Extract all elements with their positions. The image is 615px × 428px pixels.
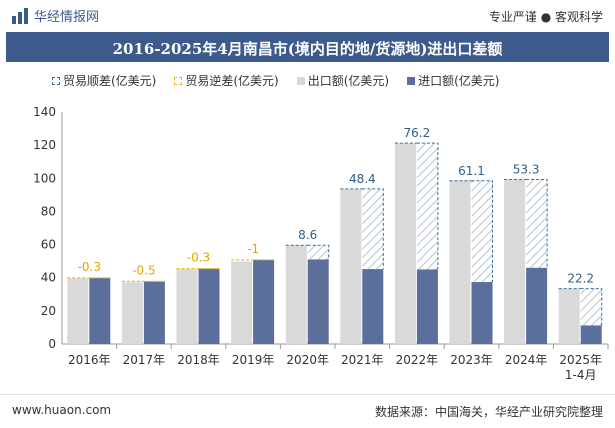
surplus-hatch-bar: [416, 143, 438, 270]
bar-chart-logo-icon: [12, 7, 28, 24]
chart-title: 2016-2025年4月南昌市(境内目的地/货源地)进出口差额: [112, 40, 503, 58]
data-label: 8.6: [298, 228, 317, 242]
export-bar: [449, 180, 471, 344]
import-bar: [307, 259, 329, 344]
slogan: 专业严谨 ● 客观科学: [488, 10, 603, 24]
import-bar: [198, 268, 220, 344]
export-bar: [394, 143, 416, 344]
y-tick-label: 60: [41, 238, 56, 252]
legend-label-surplus: 贸易顺差(亿美元): [63, 74, 157, 88]
title-bar: 2016-2025年4月南昌市(境内目的地/货源地)进出口差额: [6, 32, 609, 62]
import-bar: [89, 277, 111, 344]
surplus-dashed-outline: [526, 178, 548, 268]
import-bar: [362, 269, 384, 344]
export-bar: [558, 288, 580, 344]
x-tick-label: 2025年 1-4月: [559, 353, 602, 382]
x-tick-label-line: 2024年: [505, 353, 548, 367]
export-bar: [121, 282, 143, 344]
import-swatch: [407, 76, 416, 85]
surplus-dashed-outline: [471, 180, 493, 283]
x-tick-label: 2023年: [450, 353, 493, 367]
y-tick-label: 140: [33, 105, 56, 119]
x-tick-label: 2024年: [505, 353, 548, 367]
x-tick-label: 2016年: [68, 353, 111, 367]
top-bar: 华经情报网 专业严谨 ● 客观科学: [0, 0, 615, 30]
y-tick-label: 80: [41, 204, 56, 218]
x-tick-label: 2017年: [123, 353, 166, 367]
brand: 华经情报网: [12, 6, 99, 25]
surplus-hatch-bar: [580, 288, 602, 326]
site-url: www.huaon.com: [12, 403, 112, 417]
data-label: -0.3: [187, 251, 210, 265]
surplus-hatch-bar: [362, 188, 384, 270]
data-label: 76.2: [404, 126, 431, 140]
data-label: -0.3: [78, 260, 101, 274]
legend-item-surplus: 贸易顺差(亿美元): [52, 72, 156, 89]
x-tick-label-line: 2022年: [396, 353, 439, 367]
y-tick-label: 100: [33, 171, 56, 185]
x-tick-label-line: 2019年: [232, 353, 275, 367]
data-label: -1: [247, 242, 259, 256]
data-label: 48.4: [349, 172, 376, 186]
import-bar: [526, 267, 548, 344]
surplus-dashed-outline: [307, 244, 330, 260]
y-tick-label: 120: [33, 138, 56, 152]
x-tick-label: 2019年: [232, 353, 275, 367]
export-bar: [504, 179, 526, 344]
export-bar: [176, 269, 198, 344]
y-tick-label: 40: [41, 271, 56, 285]
x-tick-label-line: 2021年: [341, 353, 384, 367]
legend-item-export: 出口额(亿美元): [296, 72, 390, 89]
export-bar: [231, 261, 253, 344]
x-tick-label-line: 2023年: [450, 353, 493, 367]
y-tick-label: 0: [48, 337, 56, 351]
x-tick-label-line: 2025年: [559, 353, 602, 367]
x-tick-label: 2021年: [341, 353, 384, 367]
surplus-dashed-outline: [362, 188, 384, 270]
data-label: -0.5: [132, 263, 155, 277]
export-bar: [340, 188, 362, 344]
x-tick-label-line: 2020年: [286, 353, 329, 367]
surplus-hatch-bar: [471, 180, 493, 283]
deficit-swatch: [174, 76, 183, 85]
surplus-hatch-bar: [526, 179, 548, 268]
export-bar: [285, 245, 307, 344]
data-label: 53.3: [513, 162, 540, 176]
import-bar: [253, 259, 275, 344]
legend-label-import: 进口额(亿美元): [418, 74, 500, 88]
x-tick-label: 2018年: [177, 353, 220, 367]
x-tick-label: 2020年: [286, 353, 329, 367]
x-tick-label-line: 1-4月: [565, 368, 597, 382]
import-bar: [471, 282, 493, 344]
y-tick-label: 20: [41, 304, 56, 318]
surplus-swatch: [52, 76, 60, 85]
import-bar: [416, 269, 438, 344]
surplus-hatch-bar: [307, 245, 329, 260]
legend-item-import: 进口额(亿美元): [407, 72, 500, 89]
surplus-dashed-outline: [416, 142, 439, 270]
export-swatch: [296, 76, 305, 85]
data-label: 22.2: [567, 272, 594, 286]
legend-item-deficit: 贸易逆差(亿美元): [174, 72, 279, 89]
surplus-dashed-outline: [580, 288, 603, 326]
legend-label-deficit: 贸易逆差(亿美元): [185, 74, 279, 88]
x-tick-label-line: 2018年: [177, 353, 220, 367]
brand-name: 华经情报网: [34, 10, 100, 25]
legend-label-export: 出口额(亿美元): [307, 74, 390, 88]
import-bar: [143, 281, 165, 344]
export-bar: [67, 278, 89, 344]
legend: 贸易顺差(亿美元) 贸易逆差(亿美元) 出口额(亿美元) 进口额(亿美元): [52, 72, 500, 89]
x-tick-label-line: 2016年: [68, 353, 111, 367]
data-source: 数据来源：中国海关，华经产业研究院整理: [374, 405, 603, 419]
import-bar: [580, 325, 602, 344]
x-tick-label-line: 2017年: [123, 353, 166, 367]
data-label: 61.1: [458, 164, 485, 178]
x-tick-label: 2022年: [396, 353, 439, 367]
footer: www.huaon.com 数据来源：中国海关，华经产业研究院整理: [0, 394, 615, 428]
